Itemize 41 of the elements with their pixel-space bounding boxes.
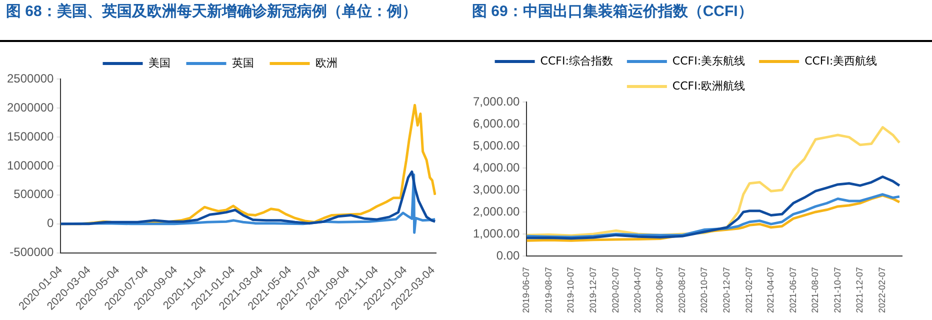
x-tick-label: 2021-12-07 bbox=[854, 266, 865, 314]
y-tick-label: 6,000.00 bbox=[472, 116, 520, 130]
x-tick-label: 2020-10-07 bbox=[699, 266, 710, 314]
legend-label: 英国 bbox=[232, 56, 254, 70]
y-tick-label: 7,000.00 bbox=[472, 94, 520, 108]
y-tick-label: 0 bbox=[47, 216, 54, 230]
x-tick-label: 2020-02-07 bbox=[610, 266, 621, 314]
legend-label: 欧洲 bbox=[315, 56, 338, 70]
y-tick-label: 1500000 bbox=[7, 129, 54, 144]
x-tick-label: 2019-12-07 bbox=[588, 266, 598, 314]
x-tick-label: 2019-08-07 bbox=[543, 266, 554, 314]
x-tick-label: 2022-02-07 bbox=[877, 266, 888, 314]
x-tick-label: 2021-08-07 bbox=[810, 266, 820, 314]
legend-label: CCFI:综合指数 bbox=[540, 54, 613, 68]
x-tick-label: 2021-10-07 bbox=[832, 266, 842, 314]
x-tick-label: 2021-04-07 bbox=[766, 266, 776, 314]
chart-title: 图 69：中国出口集装箱运价指数（CCFI） bbox=[466, 0, 932, 42]
y-tick-label: 2000000 bbox=[7, 100, 54, 114]
y-tick-label: 3,000.00 bbox=[472, 182, 520, 196]
y-tick-label: 500000 bbox=[14, 187, 54, 202]
legend-label: 美国 bbox=[148, 56, 170, 70]
y-tick-label: 2500000 bbox=[7, 71, 54, 86]
y-tick-label: 1000000 bbox=[7, 158, 54, 172]
x-tick-label: 2021-02-07 bbox=[744, 266, 754, 314]
y-tick-label: 4,000.00 bbox=[472, 160, 520, 174]
y-tick-label: 2,000.00 bbox=[472, 204, 520, 218]
x-tick-label: 2020-04-07 bbox=[632, 266, 642, 314]
y-tick-label: 5,000.00 bbox=[472, 138, 520, 152]
x-tick-label: 2020-08-07 bbox=[676, 266, 687, 314]
y-tick-label: 0.00 bbox=[496, 248, 520, 262]
y-tick-label: 1,000.00 bbox=[472, 226, 520, 240]
x-tick-label: 2020-12-07 bbox=[721, 266, 732, 314]
legend-label: CCFI:美东航线 bbox=[672, 54, 746, 68]
x-tick-label: 2020-06-07 bbox=[654, 266, 665, 314]
y-tick-label: -500000 bbox=[10, 245, 54, 260]
x-tick-label: 2021-06-07 bbox=[788, 266, 798, 314]
x-tick-label: 2019-10-07 bbox=[566, 266, 576, 314]
chart-title: 图 68：美国、英国及欧洲每天新增确诊新冠病例（单位：例） bbox=[0, 0, 466, 42]
x-tick-label: 2019-06-07 bbox=[521, 266, 532, 314]
legend-label: CCFI:美西航线 bbox=[804, 54, 878, 68]
legend-label: CCFI:欧洲航线 bbox=[672, 79, 746, 92]
